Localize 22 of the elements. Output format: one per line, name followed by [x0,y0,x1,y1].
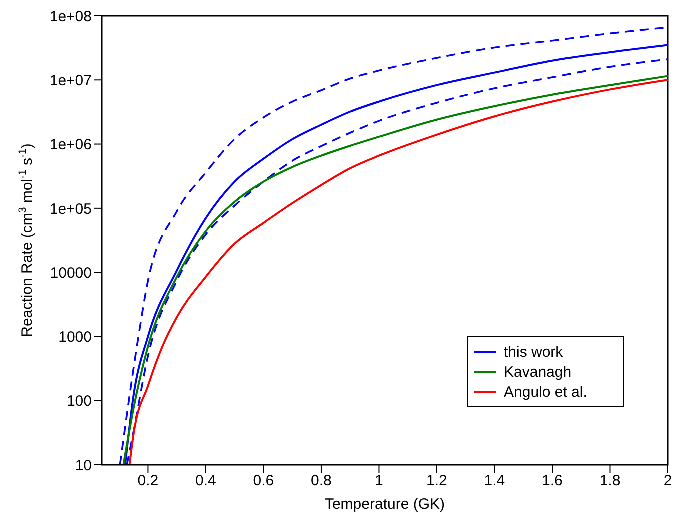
y-tick-label: 10000 [50,264,92,282]
y-tick-label: 1e+05 [50,200,92,218]
x-tick-label: 0.4 [196,472,216,490]
x-tick-label: 0.6 [253,472,274,490]
x-tick-label: 0.8 [311,472,332,490]
y-tick-label: 100 [66,393,92,410]
y-tick-label: 1000 [58,329,92,346]
y-tick-label: 1e+08 [50,8,92,26]
y-tick-label: 1e+07 [50,72,92,90]
x-axis-title: Temperature (GK) [324,496,446,512]
x-tick-label: 1.8 [600,472,621,490]
y-tick-label: 10 [75,457,92,474]
legend-label: Kavanagh [504,364,572,381]
x-tick-label: 1.4 [484,472,506,490]
legend-label: this work [504,344,564,361]
x-tick-label: 1 [375,472,384,490]
x-tick-label: 2 [664,472,672,490]
x-tick-label: 1.2 [426,472,448,490]
y-tick-label: 1e+06 [50,136,92,154]
x-tick-label: 1.6 [542,472,563,490]
legend-label: Angulo et al. [504,384,588,401]
x-tick-label: 0.2 [138,472,159,490]
